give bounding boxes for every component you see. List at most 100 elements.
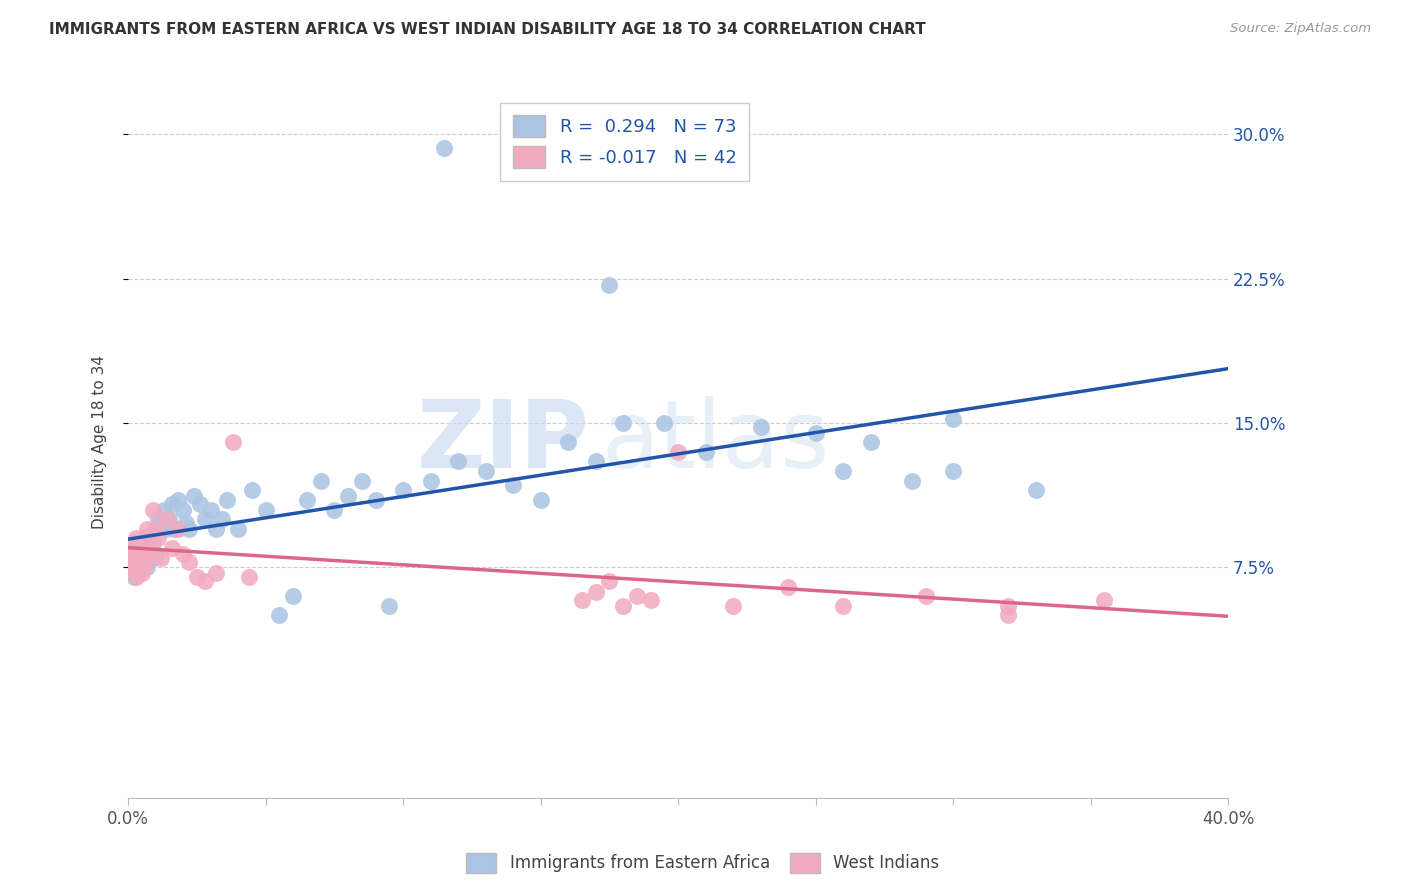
Point [598, 574, 620, 588]
Point [136, 547, 159, 561]
Point [166, 522, 188, 536]
Point [142, 550, 165, 565]
Text: Source: ZipAtlas.com: Source: ZipAtlas.com [1230, 22, 1371, 36]
Point [153, 502, 176, 516]
Point [148, 512, 170, 526]
Point [474, 464, 496, 478]
Point [392, 483, 415, 498]
Point [859, 435, 882, 450]
Legend: Immigrants from Eastern Africa, West Indians: Immigrants from Eastern Africa, West Ind… [460, 847, 946, 880]
Point [640, 593, 662, 607]
Point [125, 541, 148, 555]
Point [172, 547, 194, 561]
Point [125, 566, 148, 580]
Point [134, 552, 156, 566]
Point [139, 527, 162, 541]
Point [433, 141, 456, 155]
Point [585, 454, 607, 468]
Point [942, 412, 965, 426]
Point [557, 435, 579, 450]
Point [749, 420, 772, 434]
Point [166, 492, 188, 507]
Point [832, 599, 855, 613]
Point [612, 416, 634, 430]
Point [585, 585, 607, 599]
Point [186, 570, 208, 584]
Point [122, 550, 145, 565]
Point [240, 483, 263, 498]
Point [145, 522, 167, 536]
Point [128, 541, 150, 555]
Point [145, 547, 167, 561]
Point [200, 502, 222, 516]
Text: atlas: atlas [602, 396, 830, 488]
Point [172, 502, 194, 516]
Point [128, 558, 150, 573]
Point [134, 558, 156, 573]
Point [901, 474, 924, 488]
Point [125, 555, 148, 569]
Point [914, 589, 936, 603]
Point [217, 492, 239, 507]
Point [254, 502, 277, 516]
Point [136, 532, 159, 546]
Point [122, 570, 145, 584]
Point [598, 277, 620, 292]
Point [612, 599, 634, 613]
Point [942, 464, 965, 478]
Point [156, 512, 179, 526]
Point [205, 566, 228, 580]
Point [131, 547, 153, 561]
Point [125, 570, 148, 584]
Point [150, 550, 173, 565]
Point [778, 580, 800, 594]
Point [997, 599, 1019, 613]
Point [832, 464, 855, 478]
Point [337, 489, 360, 503]
Point [145, 522, 167, 536]
Point [125, 532, 148, 546]
Point [211, 512, 233, 526]
Point [134, 535, 156, 549]
Point [136, 560, 159, 574]
Point [323, 502, 346, 516]
Point [134, 541, 156, 555]
Point [139, 541, 162, 555]
Point [997, 608, 1019, 623]
Point [226, 522, 249, 536]
Point [150, 516, 173, 530]
Point [136, 522, 159, 536]
Point [295, 492, 318, 507]
Point [364, 492, 387, 507]
Point [350, 474, 373, 488]
Point [721, 599, 744, 613]
Text: IMMIGRANTS FROM EASTERN AFRICA VS WEST INDIAN DISABILITY AGE 18 TO 34 CORRELATIO: IMMIGRANTS FROM EASTERN AFRICA VS WEST I… [49, 22, 927, 37]
Point [160, 541, 183, 555]
Point [269, 608, 291, 623]
Point [378, 599, 401, 613]
Point [174, 516, 197, 530]
Point [160, 497, 183, 511]
Point [205, 522, 228, 536]
Legend: R =  0.294   N = 73, R = -0.017   N = 42: R = 0.294 N = 73, R = -0.017 N = 42 [501, 103, 749, 181]
Point [177, 522, 200, 536]
Point [136, 550, 159, 565]
Point [654, 416, 676, 430]
Point [131, 547, 153, 561]
Point [163, 522, 186, 536]
Point [120, 547, 142, 561]
Point [238, 570, 260, 584]
Point [194, 512, 217, 526]
Point [804, 425, 827, 440]
Point [131, 555, 153, 569]
Point [142, 535, 165, 549]
Point [125, 555, 148, 569]
Point [1092, 593, 1115, 607]
Point [281, 589, 304, 603]
Point [156, 522, 179, 536]
Point [128, 550, 150, 565]
Y-axis label: Disability Age 18 to 34: Disability Age 18 to 34 [93, 355, 107, 529]
Point [120, 560, 142, 574]
Point [157, 512, 180, 526]
Point [194, 574, 217, 588]
